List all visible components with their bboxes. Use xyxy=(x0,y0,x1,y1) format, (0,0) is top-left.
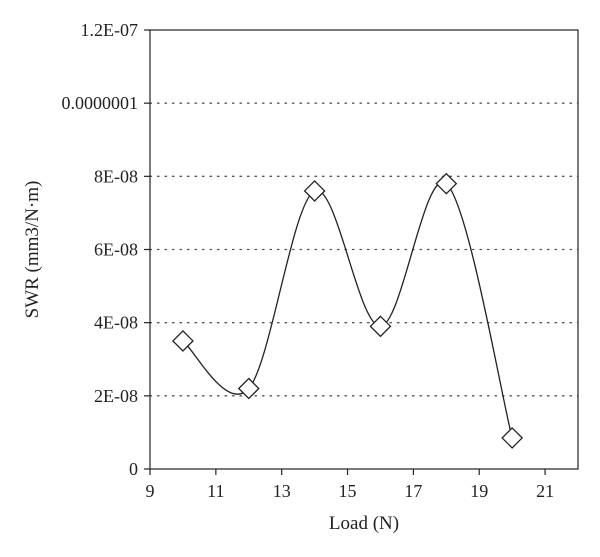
tick-marks xyxy=(144,29,546,475)
y-tick-label: 0.0000001 xyxy=(62,93,139,113)
series xyxy=(182,181,513,439)
x-axis-title: Load (N) xyxy=(329,513,399,534)
y-tick-label: 6E-08 xyxy=(94,240,138,260)
data-point-diamond xyxy=(303,180,326,202)
y-tick-labels: 0 2E-08 4E-08 6E-08 8E-08 0.0000001 1.2E-07 xyxy=(62,20,139,479)
data-point-diamond xyxy=(237,377,260,400)
y-axis-title: SWR (mm3/N·m) xyxy=(22,181,43,319)
plot-frame xyxy=(149,29,579,470)
x-tick-label: 15 xyxy=(339,481,357,501)
x-tick-label: 21 xyxy=(536,481,554,501)
grid-lines xyxy=(149,102,579,397)
x-tick-label: 11 xyxy=(207,481,224,501)
x-tick-labels: 9 11 13 15 17 19 21 xyxy=(146,481,555,501)
y-tick-label: 0 xyxy=(129,459,138,479)
data-point-diamond xyxy=(435,172,458,195)
data-point-diamond xyxy=(172,330,194,352)
markers xyxy=(172,172,524,449)
y-tick-label: 4E-08 xyxy=(94,313,138,333)
y-tick-label: 2E-08 xyxy=(94,386,138,406)
data-point-diamond xyxy=(369,315,392,338)
y-tick-label: 8E-08 xyxy=(94,166,138,186)
x-tick-label: 9 xyxy=(146,481,155,501)
series-line xyxy=(182,181,513,439)
data-point-diamond xyxy=(501,426,524,449)
x-tick-label: 19 xyxy=(470,481,488,501)
x-tick-label: 17 xyxy=(404,481,422,501)
axes xyxy=(149,29,579,470)
x-tick-label: 13 xyxy=(273,481,291,501)
y-tick-label: 1.2E-07 xyxy=(81,20,139,40)
